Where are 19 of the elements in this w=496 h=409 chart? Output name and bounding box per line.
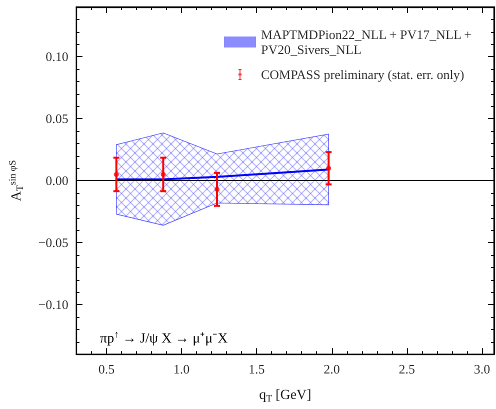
x-tick-label: 0.5 xyxy=(98,361,115,376)
annotation: πp↑ → J/ψ X → μ⁺μ⁻X xyxy=(100,330,228,347)
point xyxy=(160,172,166,177)
x-tick-label: 2.0 xyxy=(324,361,340,376)
y-tick-label: −0.10 xyxy=(38,297,68,312)
y-tick-label: 0.05 xyxy=(46,111,68,126)
x-tick-label: 1.0 xyxy=(173,361,190,376)
x-tick-label: 3.0 xyxy=(474,361,490,376)
point xyxy=(326,166,332,171)
point xyxy=(114,172,119,177)
y-tick-label: 0.00 xyxy=(46,173,68,188)
y-axis-title: ATsin φS xyxy=(8,160,26,202)
y-tick-label: 0.10 xyxy=(46,49,68,64)
legend-label: COMPASS preliminary (stat. err. only) xyxy=(261,67,464,82)
legend-label: MAPTMDPion22_NLL + PV17_NLL + PV20_Sivers_NLL xyxy=(261,27,475,57)
point xyxy=(214,186,220,192)
y-tick-label: −0.05 xyxy=(38,235,68,250)
x-tick-label: 2.5 xyxy=(398,361,415,376)
x-tick-label: 1.5 xyxy=(248,361,265,376)
